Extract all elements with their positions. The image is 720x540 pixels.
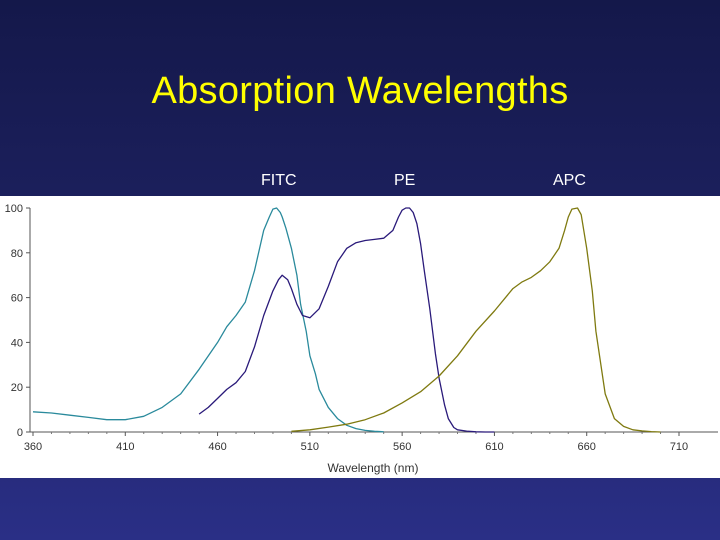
x-tick-label-660: 660	[578, 441, 596, 453]
x-tick-label-560: 560	[393, 441, 411, 453]
x-tick-label-710: 710	[670, 441, 688, 453]
absorption-chart: 0 20 40 60 80 100 360 410 460 510 560 610 660 710 Wav…	[5, 203, 718, 475]
series-label-fitc: FITC	[261, 172, 297, 189]
x-tick-label-510: 510	[301, 441, 319, 453]
y-tick-label-60: 60	[11, 293, 23, 305]
x-tick-label-410: 410	[116, 441, 134, 453]
series-line-apc	[291, 207, 661, 433]
series-label-pe: PE	[394, 172, 416, 189]
y-tick-label-0: 0	[17, 427, 23, 439]
y-tick-label-100: 100	[5, 203, 23, 215]
y-tick-label-80: 80	[11, 248, 23, 260]
series-line-pe	[198, 207, 495, 433]
x-tick-label-610: 610	[485, 441, 503, 453]
series-line-fitc	[32, 207, 384, 433]
y-tick-label-40: 40	[11, 337, 23, 349]
x-tick-label-360: 360	[24, 441, 42, 453]
y-tick-label-20: 20	[11, 382, 23, 394]
slide-title: Absorption Wavelengths	[151, 70, 569, 112]
series-label-apc: APC	[553, 172, 586, 189]
chart-panel: 0 20 40 60 80 100 360 410 460 510 560 610 660 710 Wav…	[0, 196, 720, 478]
x-axis-title: Wavelength (nm)	[328, 461, 419, 475]
x-tick-label-460: 460	[208, 441, 226, 453]
